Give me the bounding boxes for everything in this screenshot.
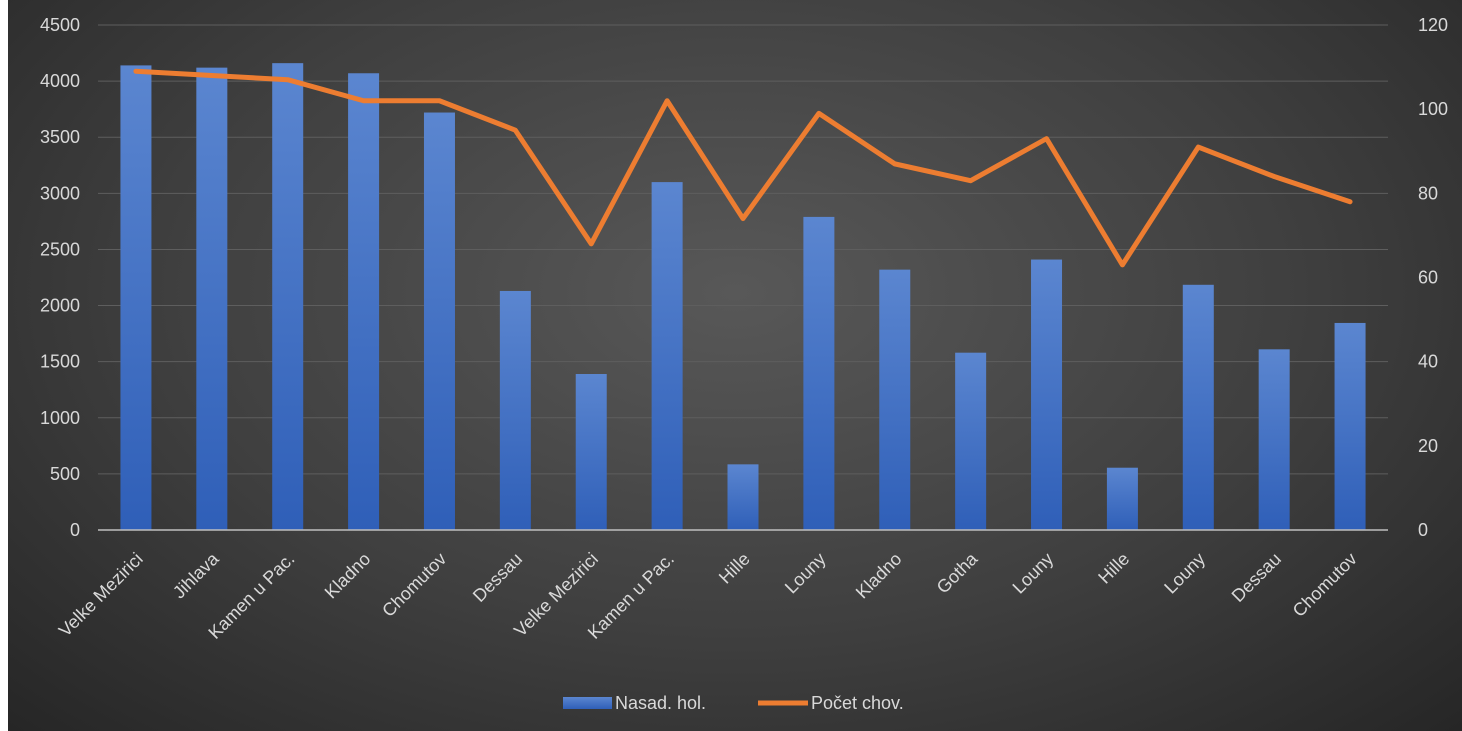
category-label: Hille bbox=[715, 549, 754, 588]
left-tick-label: 1000 bbox=[40, 408, 80, 428]
category-label: Chomutov bbox=[1289, 549, 1361, 621]
category-label: Dessau bbox=[1228, 549, 1285, 606]
left-tick-label: 1500 bbox=[40, 352, 80, 372]
left-tick-label: 3500 bbox=[40, 127, 80, 147]
bar bbox=[651, 182, 683, 530]
legend-label-line: Počet chov. bbox=[811, 693, 904, 713]
right-tick-label: 60 bbox=[1418, 268, 1438, 288]
left-tick-label: 4000 bbox=[40, 71, 80, 91]
right-tick-label: 120 bbox=[1418, 15, 1448, 35]
bar bbox=[1182, 284, 1214, 530]
bar bbox=[803, 216, 835, 530]
bar bbox=[423, 112, 455, 531]
bar bbox=[1031, 259, 1063, 530]
bar bbox=[272, 63, 304, 531]
left-tick-label: 4500 bbox=[40, 15, 80, 35]
gridlines bbox=[98, 24, 1388, 475]
bar bbox=[1258, 349, 1290, 530]
category-label: Louny bbox=[1009, 549, 1058, 598]
right-tick-label: 100 bbox=[1418, 99, 1448, 119]
line-series-pocet-chov bbox=[133, 68, 1353, 268]
left-tick-label: 500 bbox=[50, 464, 80, 484]
bar bbox=[1334, 322, 1366, 530]
legend-swatch-bar bbox=[563, 697, 612, 709]
category-label: Chomutov bbox=[378, 549, 450, 621]
bar bbox=[120, 65, 152, 531]
bar bbox=[575, 374, 607, 530]
left-tick-label: 2000 bbox=[40, 296, 80, 316]
bar bbox=[499, 290, 531, 530]
series-line bbox=[133, 68, 1353, 268]
right-tick-label: 0 bbox=[1418, 520, 1428, 540]
right-tick-label: 80 bbox=[1418, 183, 1438, 203]
left-tick-label: 0 bbox=[70, 520, 80, 540]
left-axis: 0 500 1000 1500 2000 2500 3000 3500 4000 4500 bbox=[40, 15, 80, 540]
category-label: Louny bbox=[1160, 549, 1209, 598]
right-axis: 0 20 40 60 80 100 120 bbox=[1418, 15, 1448, 540]
category-label: Velke Mezirici bbox=[55, 549, 147, 641]
legend: Nasad. hol. Počet chov. bbox=[563, 693, 904, 713]
bar bbox=[1106, 467, 1138, 530]
bar bbox=[955, 352, 987, 530]
bar-series-nasad-hol bbox=[120, 63, 1366, 531]
category-label: Louny bbox=[781, 549, 830, 598]
left-tick-label: 2500 bbox=[40, 239, 80, 259]
category-label: Gotha bbox=[933, 548, 983, 598]
bar bbox=[727, 464, 759, 530]
combo-chart: 0 500 1000 1500 2000 2500 3000 3500 4000 4500 0 20… bbox=[40, 15, 1448, 713]
category-label: Kladno bbox=[321, 549, 375, 603]
chart-area: 0 500 1000 1500 2000 2500 3000 3500 4000 4500 0 20… bbox=[8, 0, 1462, 731]
category-label: Dessau bbox=[469, 549, 526, 606]
category-label: Hille bbox=[1094, 549, 1133, 588]
category-label: Kladno bbox=[852, 549, 906, 603]
right-tick-label: 40 bbox=[1418, 352, 1438, 372]
right-tick-label: 20 bbox=[1418, 436, 1438, 456]
category-label: Jihlava bbox=[169, 548, 223, 602]
left-tick-label: 3000 bbox=[40, 183, 80, 203]
bar bbox=[196, 67, 228, 531]
bar bbox=[879, 269, 911, 530]
bar bbox=[348, 73, 380, 530]
legend-label-bar: Nasad. hol. bbox=[615, 693, 706, 713]
